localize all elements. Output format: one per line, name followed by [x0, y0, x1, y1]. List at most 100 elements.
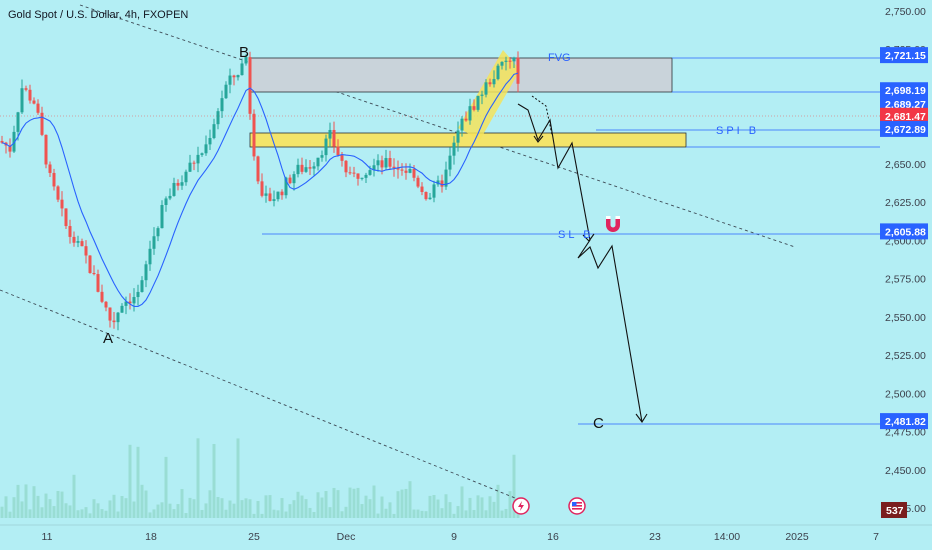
candle-body	[8, 145, 12, 152]
volume-bar	[312, 511, 316, 518]
candle-body	[60, 199, 64, 209]
volume-bar	[488, 496, 492, 518]
candle-body	[160, 205, 164, 229]
candle-body	[124, 301, 128, 306]
time-tick-label: 23	[649, 531, 661, 543]
volume-bar	[200, 509, 204, 518]
candle-body	[64, 208, 68, 227]
arrow-head-1	[533, 135, 544, 143]
volume-bar	[24, 484, 28, 518]
candle-body	[316, 157, 320, 167]
volume-bar	[400, 489, 404, 518]
time-tick-label: 7	[873, 531, 879, 543]
volume-bar	[32, 486, 36, 518]
magnet-icon[interactable]	[606, 216, 620, 232]
volume-bar	[132, 501, 136, 518]
volume-bar	[172, 509, 176, 518]
price-tick-label: 2,550.00	[885, 312, 926, 324]
candle-body	[336, 146, 340, 156]
volume-bar	[80, 509, 84, 518]
candle-body	[320, 155, 324, 158]
candle-body	[260, 181, 264, 196]
volume-bar	[112, 494, 116, 518]
candle-body	[428, 197, 432, 200]
volume-bar	[192, 499, 196, 518]
candle-body	[72, 236, 76, 243]
candle-body	[332, 129, 336, 147]
candle-body	[280, 191, 284, 196]
volume-bar	[4, 496, 8, 518]
projection-dotted	[531, 95, 553, 136]
volume-bar	[116, 511, 120, 518]
candle-body	[492, 79, 496, 85]
candle-body	[56, 186, 60, 200]
moving-average-line	[1, 72, 519, 307]
volume-bar	[248, 499, 252, 518]
candle-body	[420, 186, 424, 192]
candle-body	[304, 167, 308, 172]
candle-body	[40, 112, 44, 135]
spi-b-zone[interactable]	[249, 132, 687, 148]
volume-bar	[96, 503, 100, 518]
volume-bar	[48, 499, 52, 518]
volume-bar	[328, 507, 332, 518]
volume-bars	[0, 438, 520, 518]
volume-bar	[272, 509, 276, 518]
volume-bar	[440, 508, 444, 518]
price-tick-label: 2,475.00	[885, 427, 926, 439]
time-tick-label: 9	[451, 531, 457, 543]
price-tag-bg	[880, 47, 928, 64]
candle-body	[456, 130, 460, 143]
volume-bar	[332, 487, 336, 518]
price-tag-label: 2,698.19	[885, 85, 926, 97]
time-axis[interactable]: 11 18 25 Dec 9 16 23 14:00 2025 7	[42, 531, 880, 543]
candle-body	[208, 138, 212, 145]
candle-body	[128, 301, 132, 304]
candle-body	[32, 100, 36, 104]
volume-bar	[500, 510, 504, 518]
fvg-zone[interactable]	[249, 57, 673, 93]
volume-bar	[16, 484, 20, 518]
candle-body	[28, 89, 32, 101]
volume-bar	[136, 446, 140, 518]
us-flag-event-icon[interactable]	[568, 497, 586, 515]
volume-bar	[160, 502, 164, 518]
point-a-label: A	[103, 330, 113, 347]
volume-bar	[344, 506, 348, 518]
candle-body	[508, 60, 512, 62]
price-tag-bg	[880, 120, 928, 137]
candle-body	[264, 193, 268, 196]
volume-bar	[468, 497, 472, 518]
price-tick-label: 2,450.00	[885, 465, 926, 477]
volume-bar	[428, 495, 432, 518]
candle-body	[360, 177, 364, 179]
candle-body	[312, 166, 316, 169]
price-tag-label: 2,672.89	[885, 124, 926, 136]
volume-bar	[124, 498, 128, 518]
volume-bar	[212, 443, 216, 518]
candle-body	[328, 129, 332, 139]
candle-body	[252, 113, 256, 157]
candle-body	[36, 103, 40, 113]
volume-bar	[336, 490, 340, 518]
time-tick-label: 25	[248, 531, 260, 543]
candle-body	[504, 60, 508, 62]
candle-body	[288, 177, 292, 184]
point-c-label: C	[593, 415, 604, 432]
volume-bar	[300, 495, 304, 518]
candle-body	[244, 57, 248, 64]
candle-body	[384, 158, 388, 168]
volume-bar	[436, 499, 440, 518]
volume-bar	[196, 438, 200, 518]
price-tag-label: 2,605.88	[885, 226, 926, 238]
candle-body	[448, 155, 452, 170]
volume-bar	[140, 484, 144, 518]
volume-bar	[372, 485, 376, 518]
candle-body	[152, 236, 156, 249]
lightning-event-icon[interactable]	[512, 497, 530, 515]
symbol-title[interactable]: Gold Spot / U.S. Dollar, 4h, FXOPEN	[8, 9, 189, 21]
volume-bar	[156, 504, 160, 518]
candlesticks	[0, 51, 520, 331]
